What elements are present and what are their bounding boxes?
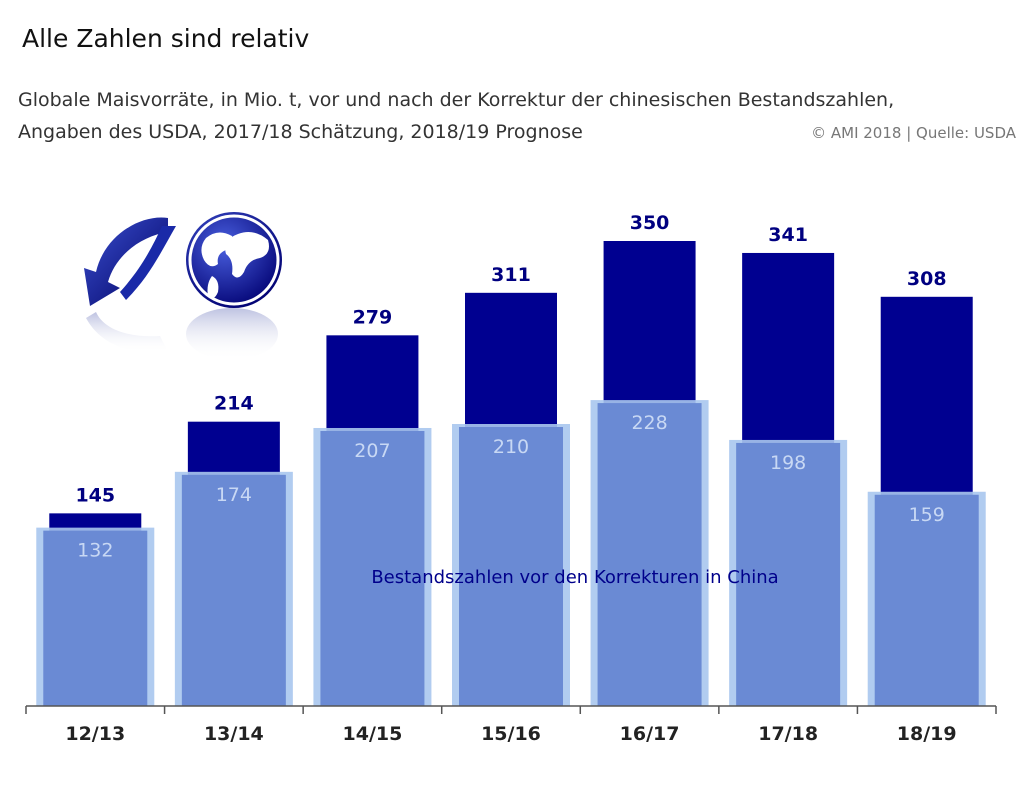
value-label-before-15/16: 210 xyxy=(493,436,529,458)
category-label-15/16: 15/16 xyxy=(481,723,541,745)
chart-subtitle-line1: Globale Maisvorräte, in Mio. t, vor und … xyxy=(18,89,895,111)
bar-before-16/17 xyxy=(597,403,702,706)
category-label-13/14: 13/14 xyxy=(204,723,264,745)
category-label-14/15: 14/15 xyxy=(343,723,403,745)
bars-before-correction xyxy=(36,400,986,706)
x-axis: 12/13 13/14 14/15 15/16 16/17 17/18 18/19 xyxy=(25,705,997,745)
bar-before-15/16 xyxy=(459,427,563,706)
arrow-globe-logo-icon xyxy=(84,212,282,360)
bar-before-17/18 xyxy=(736,442,841,706)
value-label-before-18/19: 159 xyxy=(909,504,945,526)
value-label-after-18/19: 308 xyxy=(907,268,947,290)
value-label-after-15/16: 311 xyxy=(491,264,531,286)
value-label-before-13/14: 174 xyxy=(216,484,252,506)
source-note: © AMI 2018 | Quelle: USDA xyxy=(811,124,1016,142)
bar-before-14/15 xyxy=(320,430,425,706)
labels-after-correction: 145 214 279 311 350 341 308 xyxy=(75,212,946,506)
labels-before-correction: 132 174 207 210 228 198 159 xyxy=(77,412,945,562)
value-label-after-12/13: 145 xyxy=(75,484,115,506)
category-label-12/13: 12/13 xyxy=(65,723,125,745)
category-label-17/18: 17/18 xyxy=(758,723,818,745)
series-annotation: Bestandszahlen vor den Korrekturen in Ch… xyxy=(371,567,778,588)
chart-title: Alle Zahlen sind relativ xyxy=(22,24,310,53)
value-label-after-17/18: 341 xyxy=(768,224,808,246)
bar-before-18/19 xyxy=(874,494,979,706)
value-label-after-14/15: 279 xyxy=(353,306,393,328)
value-label-after-16/17: 350 xyxy=(630,212,670,234)
chart-subtitle-line2: Angaben des USDA, 2017/18 Schätzung, 201… xyxy=(18,121,583,143)
value-label-before-16/17: 228 xyxy=(631,412,667,434)
value-label-before-14/15: 207 xyxy=(354,440,390,462)
category-label-18/19: 18/19 xyxy=(897,723,957,745)
bar-before-12/13 xyxy=(43,530,148,706)
value-label-after-13/14: 214 xyxy=(214,393,254,415)
value-label-before-17/18: 198 xyxy=(770,452,806,474)
bar-before-13/14 xyxy=(181,474,286,706)
value-label-before-12/13: 132 xyxy=(77,540,113,562)
category-label-16/17: 16/17 xyxy=(620,723,680,745)
